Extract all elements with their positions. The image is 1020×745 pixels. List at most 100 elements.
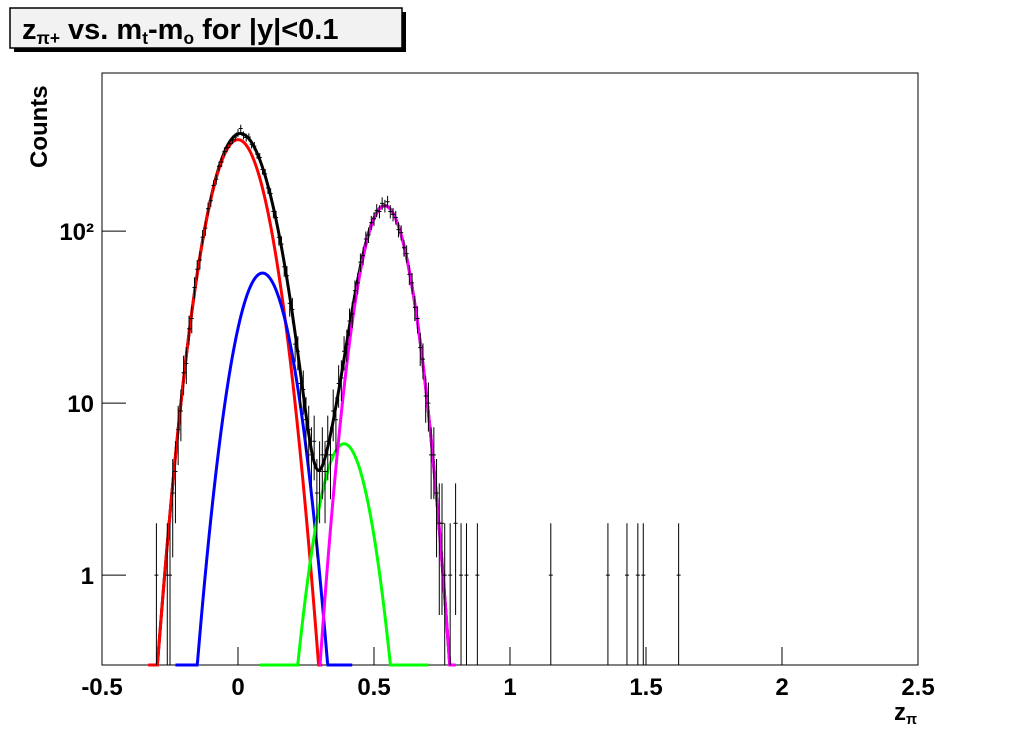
text-part: z bbox=[894, 699, 906, 726]
data-point bbox=[410, 272, 415, 295]
data-point bbox=[358, 253, 363, 272]
data-point bbox=[423, 376, 428, 423]
data-point bbox=[396, 222, 401, 238]
data-point bbox=[268, 188, 273, 200]
data-point bbox=[366, 227, 371, 243]
x-tick-label: 1 bbox=[503, 674, 516, 701]
data-point bbox=[216, 161, 221, 172]
data-point bbox=[298, 365, 303, 408]
data-point bbox=[418, 332, 423, 367]
data-point bbox=[225, 143, 230, 153]
data-point bbox=[344, 329, 349, 363]
y-tick-label: 10² bbox=[59, 219, 94, 246]
data-point bbox=[192, 277, 197, 300]
data-point bbox=[635, 523, 640, 665]
data-point bbox=[676, 523, 681, 665]
data-point bbox=[309, 427, 314, 500]
fit-curve bbox=[259, 442, 429, 667]
data-point bbox=[257, 153, 262, 163]
data-point bbox=[252, 141, 257, 151]
x-axis-label: zπ bbox=[894, 699, 917, 728]
data-point bbox=[464, 523, 469, 665]
data-point bbox=[293, 329, 298, 363]
data-point bbox=[369, 215, 374, 231]
data-point bbox=[306, 405, 311, 466]
data-point bbox=[187, 315, 192, 345]
data-point bbox=[434, 458, 439, 558]
data-point bbox=[391, 208, 396, 222]
data-point bbox=[420, 343, 425, 380]
data-point bbox=[208, 194, 213, 208]
data-point bbox=[453, 483, 458, 616]
data-point bbox=[246, 133, 251, 142]
data-point bbox=[282, 257, 287, 277]
subscript: π+ bbox=[37, 28, 60, 48]
data-point bbox=[333, 397, 338, 453]
x-tick-label: 2.5 bbox=[901, 674, 934, 701]
data-point bbox=[374, 204, 379, 218]
data-point bbox=[407, 265, 412, 286]
data-point bbox=[317, 441, 322, 524]
data-point bbox=[442, 523, 447, 665]
data-point bbox=[331, 389, 336, 442]
data-point bbox=[263, 168, 268, 180]
data-point bbox=[641, 523, 646, 665]
data-point bbox=[363, 231, 368, 248]
data-point bbox=[276, 229, 281, 246]
data-point bbox=[249, 140, 254, 149]
data-point bbox=[211, 180, 216, 192]
data-point bbox=[290, 297, 295, 324]
data-point bbox=[295, 336, 300, 371]
data-point bbox=[265, 182, 270, 194]
data-point bbox=[170, 458, 175, 558]
data-point bbox=[342, 336, 347, 371]
text-part: for |y|<0.1 bbox=[194, 14, 338, 46]
data-point bbox=[320, 427, 325, 500]
data-point bbox=[431, 427, 436, 500]
data-point bbox=[459, 523, 464, 665]
data-point bbox=[287, 292, 292, 317]
x-tick-label: 0.5 bbox=[357, 674, 390, 701]
data-point bbox=[219, 157, 224, 167]
data-point bbox=[347, 308, 352, 337]
data-point bbox=[154, 523, 159, 665]
data-point bbox=[222, 147, 227, 157]
data-point bbox=[227, 139, 232, 149]
data-point bbox=[548, 523, 553, 665]
data-point bbox=[233, 133, 238, 142]
data-point bbox=[195, 260, 200, 280]
data-point bbox=[372, 212, 376, 226]
y-tick-label: 10 bbox=[67, 391, 94, 418]
data-point bbox=[241, 131, 246, 140]
data-point bbox=[624, 523, 629, 665]
data-point bbox=[184, 347, 189, 385]
data-point bbox=[304, 397, 308, 453]
data-point bbox=[230, 135, 235, 144]
data-point bbox=[178, 389, 183, 442]
data-point bbox=[426, 382, 431, 432]
data-point bbox=[206, 202, 211, 216]
data-point bbox=[312, 415, 317, 481]
chart-title: zπ+ vs. mt-mo for |y|<0.1 bbox=[22, 14, 338, 48]
data-point bbox=[271, 205, 276, 219]
data-point bbox=[404, 245, 409, 263]
data-point bbox=[203, 221, 208, 236]
data-point bbox=[412, 295, 417, 322]
data-point bbox=[238, 124, 243, 133]
x-tick-label: 1.5 bbox=[629, 674, 662, 701]
data-point bbox=[173, 441, 178, 524]
y-axis-label: Counts bbox=[26, 85, 53, 168]
subscript: π bbox=[906, 712, 917, 728]
data-point bbox=[377, 205, 382, 219]
data-point bbox=[323, 441, 328, 524]
data-point bbox=[236, 129, 240, 137]
data-point bbox=[314, 458, 319, 558]
data-point bbox=[274, 210, 279, 225]
x-tick-label: 0 bbox=[231, 674, 244, 701]
data-point bbox=[388, 205, 393, 219]
text-part: vs. m bbox=[60, 14, 142, 46]
data-point bbox=[325, 415, 330, 481]
data-point bbox=[176, 405, 181, 466]
data-point bbox=[200, 229, 205, 246]
